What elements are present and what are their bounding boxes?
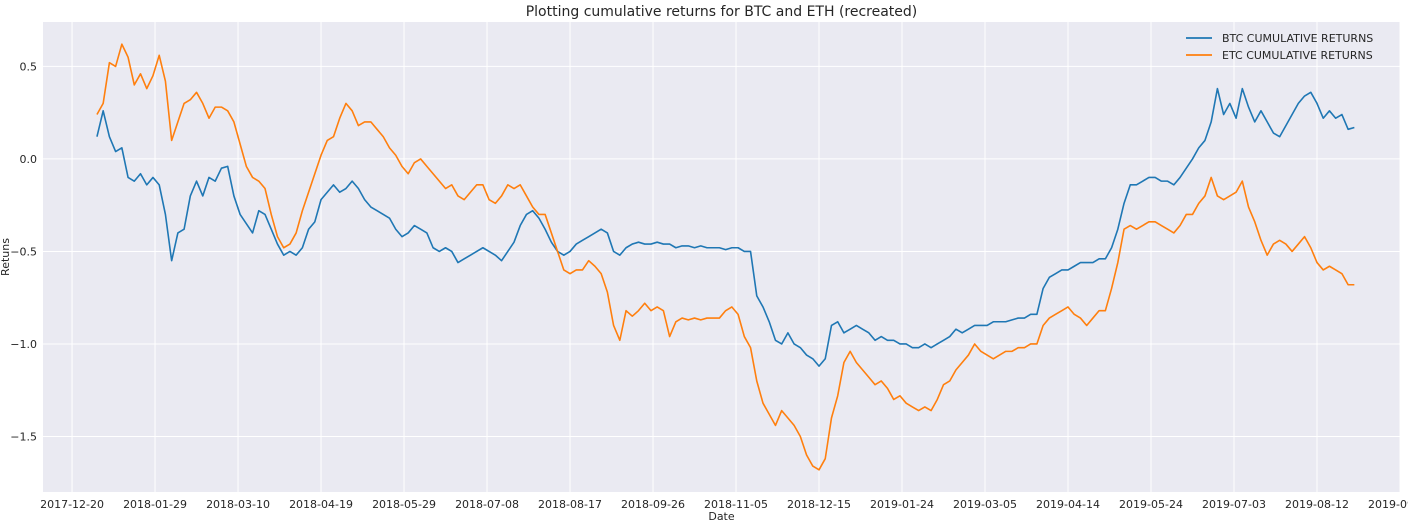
x-tick-label: 2018-08-17 bbox=[538, 498, 602, 511]
x-tick-label: 2018-04-19 bbox=[289, 498, 353, 511]
series-line-etc bbox=[96, 43, 1355, 471]
x-tick-label: 2018-01-29 bbox=[123, 498, 187, 511]
x-tick-label: 2018-05-29 bbox=[372, 498, 436, 511]
plot-area bbox=[43, 22, 1400, 492]
x-axis-ticks: 2017-12-20 2018-01-29 2018-03-10 2018-04-19… bbox=[40, 498, 1408, 511]
x-tick-label: 2019-01-24 bbox=[870, 498, 934, 511]
grid-lines bbox=[43, 22, 1401, 492]
x-tick-label: 2019-07-03 bbox=[1202, 498, 1266, 511]
chart-title: Plotting cumulative returns for BTC and … bbox=[526, 4, 918, 20]
x-tick-label: 2018-03-10 bbox=[206, 498, 270, 511]
y-tick-label: −1.0 bbox=[10, 338, 37, 351]
y-tick-label: −0.5 bbox=[10, 245, 37, 258]
y-tick-label: 0.5 bbox=[20, 60, 38, 73]
series-line-btc bbox=[96, 87, 1355, 367]
series-layer bbox=[96, 43, 1355, 471]
y-tick-label: 0.0 bbox=[20, 153, 38, 166]
x-tick-label: 2017-12-20 bbox=[40, 498, 104, 511]
y-axis-title: Retuns bbox=[0, 238, 12, 276]
legend-label: ETC CUMULATIVE RETURNS bbox=[1222, 49, 1373, 62]
x-axis-title: Date bbox=[708, 510, 735, 523]
x-tick-label: 2019-08-12 bbox=[1285, 498, 1349, 511]
x-tick-label: 2019-05-24 bbox=[1119, 498, 1183, 511]
x-tick-label: 2018-11-05 bbox=[704, 498, 768, 511]
legend: BTC CUMULATIVE RETURNS ETC CUMULATIVE RET… bbox=[1186, 32, 1373, 62]
x-tick-label: 2019-03-05 bbox=[953, 498, 1017, 511]
x-tick-label: 2018-12-15 bbox=[787, 498, 851, 511]
legend-label: BTC CUMULATIVE RETURNS bbox=[1222, 32, 1373, 45]
x-tick-label: 2018-07-08 bbox=[455, 498, 519, 511]
x-tick-label: 2019-09-21 bbox=[1368, 498, 1408, 511]
x-tick-label: 2018-09-26 bbox=[621, 498, 685, 511]
y-tick-label: −1.5 bbox=[10, 430, 37, 443]
x-tick-label: 2019-04-14 bbox=[1036, 498, 1100, 511]
y-axis-ticks: 0.5 0.0 −0.5 −1.0 −1.5 bbox=[10, 60, 37, 443]
